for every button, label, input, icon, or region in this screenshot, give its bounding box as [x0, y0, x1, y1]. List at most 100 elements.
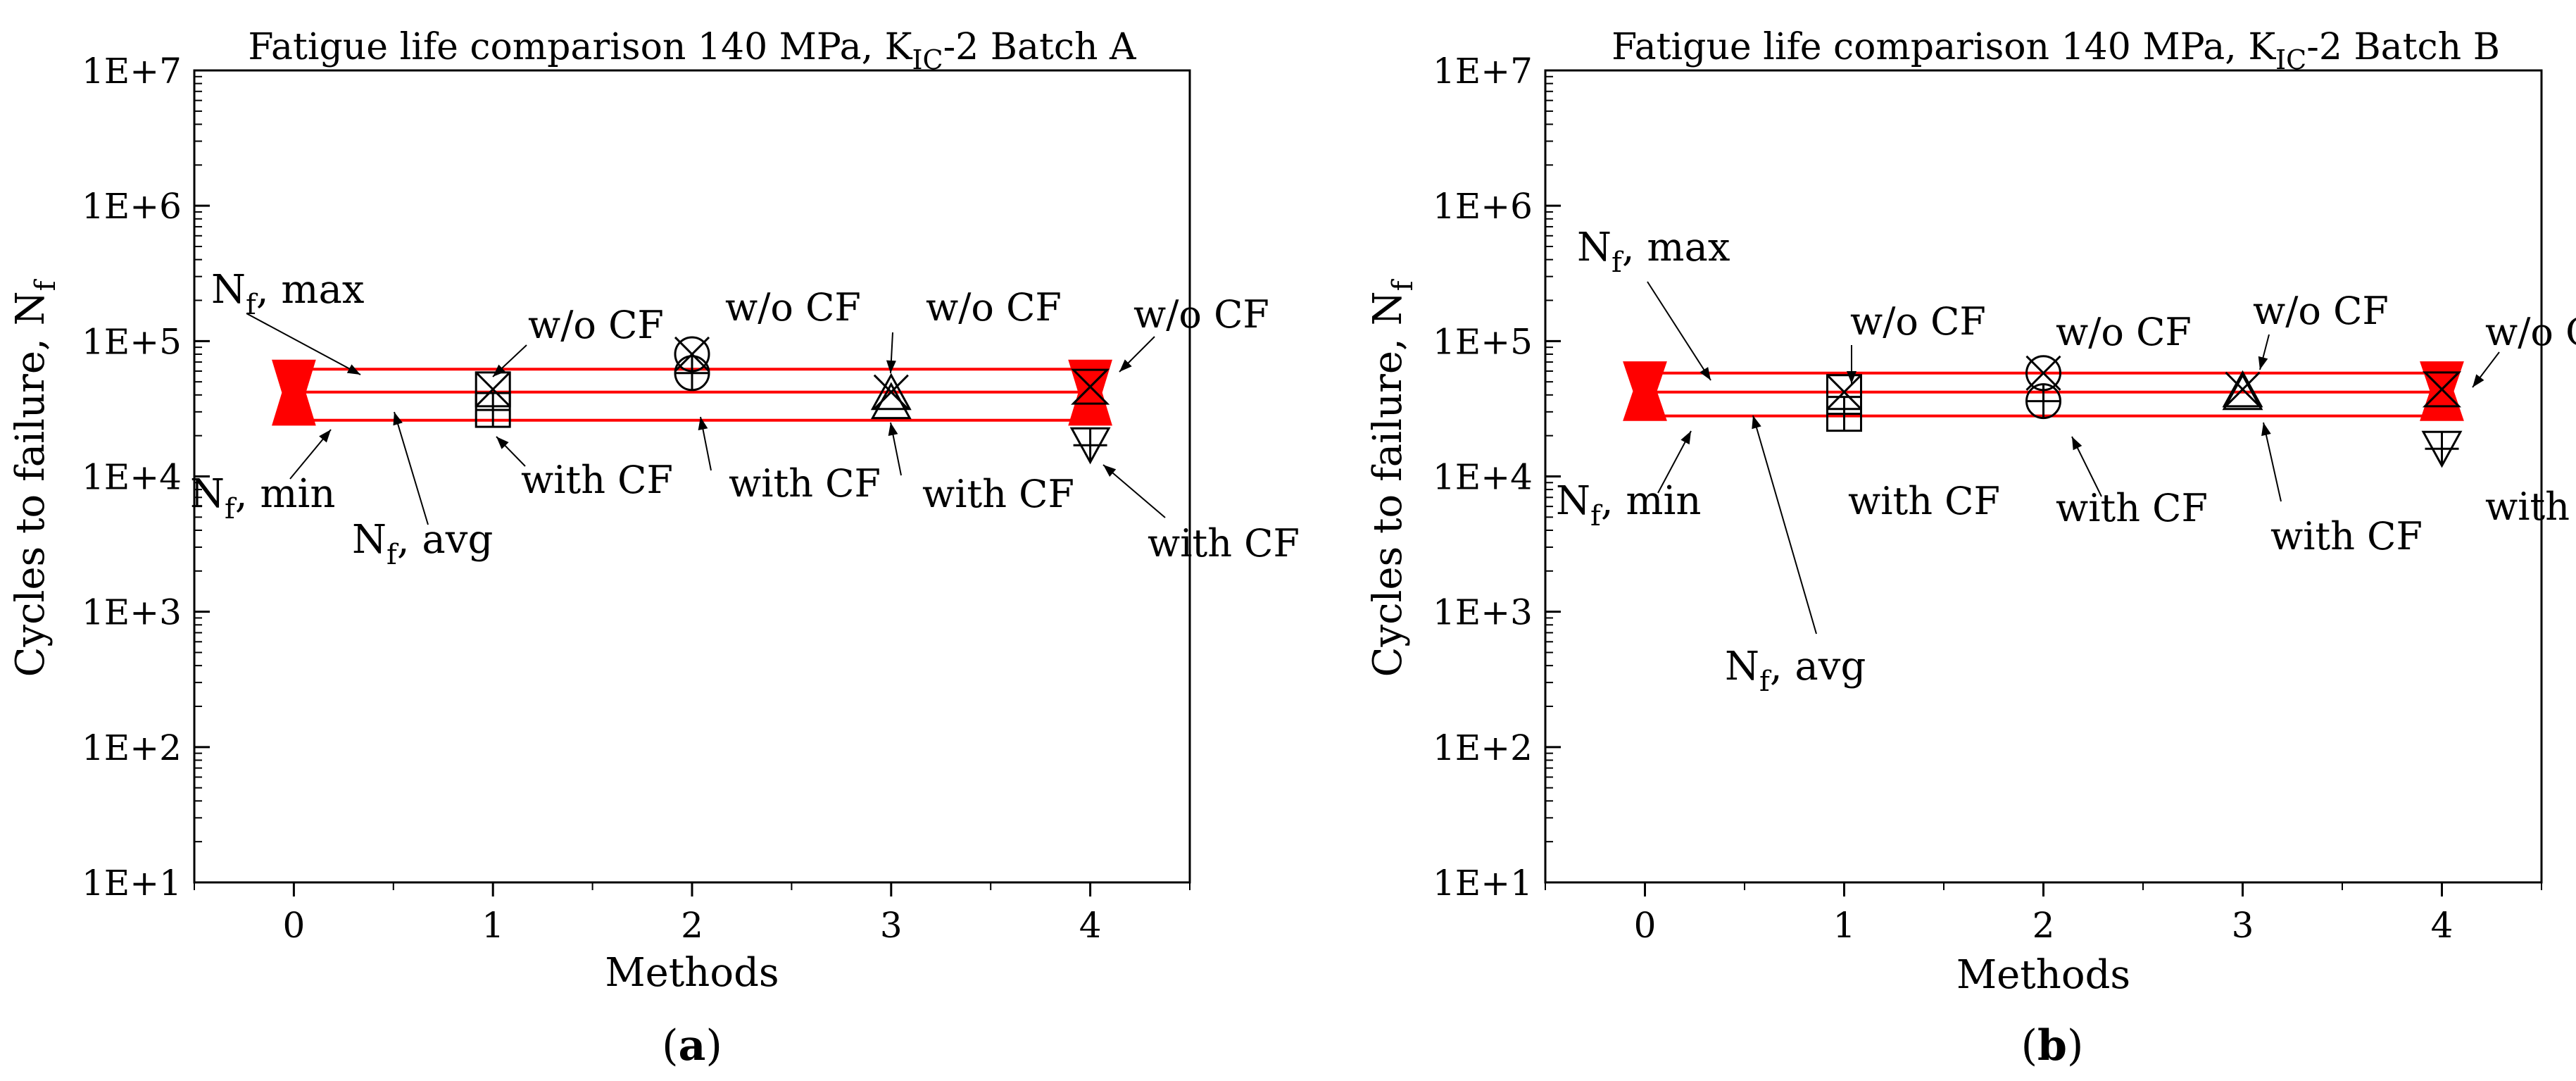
arrow-wo4-head [2473, 374, 2484, 387]
annotation-tail: , max [1622, 225, 1730, 270]
arrow-w3-head [2261, 423, 2271, 437]
annotation-main: N [1577, 225, 1611, 270]
marker-wo-cf-1-x2 [475, 371, 511, 407]
x-tick-label: 1 [1833, 905, 1856, 946]
y-tick-label: 1E+6 [82, 186, 182, 227]
annotation-sub: f [1590, 500, 1603, 532]
y-axis-label-sub: f [1387, 278, 1419, 291]
marker-with-cf-2 [2025, 383, 2061, 420]
marker-with-cf-1 [1826, 396, 1862, 432]
marker-wo-cf-4 [1070, 368, 1110, 405]
plot-frame [1544, 69, 2543, 884]
y-tick-label: 1E+4 [82, 457, 182, 498]
arrow-w2-head [698, 417, 708, 431]
panel-letter: a [679, 1021, 706, 1070]
arrow-wo1 [1847, 345, 1856, 384]
y-tick-label: 1E+6 [1433, 186, 1533, 227]
annotation-sub: f [225, 493, 237, 525]
chart-title-tail: -2 Batch B [2306, 26, 2500, 68]
marker-with-cf-4 [2421, 430, 2463, 468]
annotation-main: N [190, 471, 225, 517]
arrow-nfmax-head [1699, 367, 1711, 380]
arrow-w1-head [496, 437, 509, 449]
arrow-nfmin [289, 429, 332, 480]
y-axis-label-main: Cycles to failure, N [1365, 291, 1411, 677]
panel-label: (a) [662, 1021, 722, 1070]
annotation-tail: , avg [1770, 644, 1866, 689]
arrow-nfavg-shaft [1752, 415, 1817, 635]
arrow-w1 [496, 436, 526, 467]
panel-paren-close: ) [2067, 1021, 2083, 1070]
arrow-nfmax-shaft [246, 313, 361, 375]
chart-title: Fatigue life comparison 140 MPa, KIC-2 B… [1611, 26, 2500, 75]
marker-wo-cf-2-x2 [2025, 355, 2061, 391]
annotation-tail: , min [1601, 478, 1702, 524]
y-axis-label: Cycles to failure, Nf [8, 278, 62, 677]
arrow-w3-shaft [2263, 422, 2282, 502]
arrow-nfmax [246, 313, 361, 375]
arrow-nfmin-head [1680, 431, 1691, 445]
annotation-wo1: w/o CF [1850, 299, 1986, 344]
panel-letter: b [2037, 1021, 2067, 1070]
annotation-nfmax: Nf, max [1577, 225, 1730, 279]
arrow-nfavg-head [393, 412, 403, 426]
arrow-nfavg [393, 411, 429, 525]
arrow-wo4 [2472, 351, 2500, 388]
arrow-wo1-head [493, 364, 505, 377]
marker-with-cf-3 [870, 382, 912, 420]
annotation-w3: with CF [922, 472, 1074, 516]
y-tick-label: 1E+1 [1433, 863, 1533, 904]
marker-with-cf-1 [475, 392, 511, 428]
annotation-w2: with CF [2056, 486, 2208, 530]
annotation-nfavg: Nf, avg [1725, 644, 1866, 698]
arrow-w3 [888, 422, 902, 476]
marker-wo-cf-3-triangle [2222, 370, 2263, 408]
arrow-nfmin-head [319, 430, 331, 443]
arrow-nfmin [1657, 430, 1692, 494]
arrow-wo3-head [886, 360, 896, 373]
arrow-nfmax [1647, 281, 1711, 381]
x-tick-label: 4 [2431, 905, 2454, 946]
annotation-w2: with CF [729, 461, 881, 506]
arrow-w4 [1102, 464, 1166, 518]
marker-wo-cf-1-x2 [1826, 374, 1862, 410]
annotation-sub: f [1611, 246, 1624, 279]
annotation-nfmax: Nf, max [211, 267, 364, 321]
marker-wo-cf-4-x2 [2424, 371, 2460, 407]
y-tick-label: 1E+3 [82, 592, 182, 633]
arrow-wo3 [886, 332, 896, 374]
chart-title: Fatigue life comparison 140 MPa, KIC-2 B… [248, 26, 1137, 75]
annotation-tail: , avg [397, 517, 493, 563]
y-tick-label: 1E+7 [1433, 51, 1533, 92]
annotation-sub: f [387, 539, 399, 571]
annotation-w4: with CF [2485, 485, 2576, 529]
marker-with-cf-3 [2222, 373, 2263, 411]
arrow-wo3 [2258, 334, 2270, 370]
annotation-wo3: w/o CF [926, 285, 1062, 330]
arrow-w4-head [1103, 465, 1117, 477]
annotation-sub: f [246, 289, 258, 321]
annotation-tail: , max [256, 267, 365, 313]
arrow-wo1-head [1847, 371, 1856, 384]
y-axis-label: Cycles to failure, Nf [1365, 278, 1419, 677]
marker-wo-cf-3-triangle [870, 373, 912, 411]
panel-paren-open: ( [662, 1021, 678, 1070]
chart-title-tail: -2 Batch A [943, 26, 1137, 68]
chart-panel-a: 1E+1 1E+2 1E+3 1E+4 1E+5 1E+6 1E+7 0 1 2 3 4 Fatigue… [8, 26, 1300, 1070]
y-tick-label: 1E+7 [82, 51, 182, 92]
arrow-w2 [2071, 436, 2102, 497]
annotation-wo2: w/o CF [2056, 310, 2192, 354]
annotation-w1: with CF [1848, 479, 2000, 523]
annotation-wo4: w/o CF [2485, 310, 2576, 354]
y-tick-label: 1E+3 [1433, 592, 1533, 633]
arrow-w2-head [2072, 437, 2082, 451]
marker-with-cf-3-triangle [2222, 373, 2263, 411]
x-tick-label: 2 [2032, 905, 2055, 946]
chart-title-sub: IC [2275, 44, 2306, 75]
y-tick-label: 1E+4 [1433, 457, 1533, 498]
marker-wo-cf-2-x2 [674, 336, 710, 373]
y-axis-label-sub: f [30, 278, 62, 291]
marker-with-cf-2 [674, 355, 710, 392]
annotation-main: N [1556, 478, 1590, 524]
y-tick-label: 1E+5 [1433, 321, 1533, 362]
